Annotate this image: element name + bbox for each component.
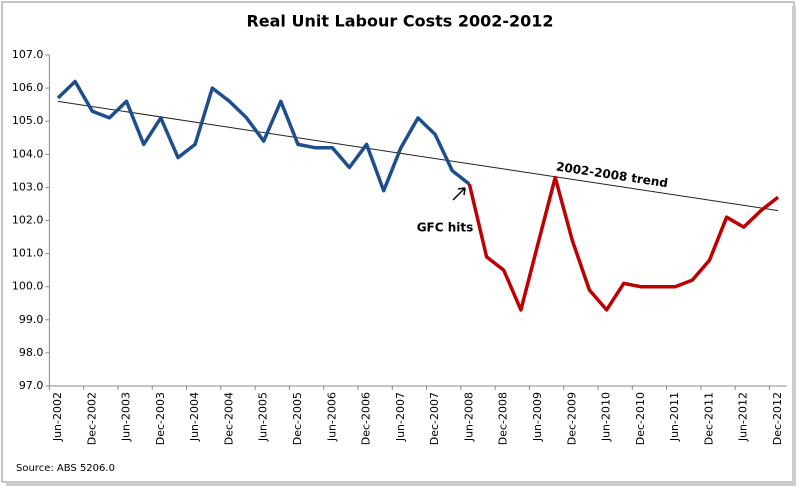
annotation-arrow bbox=[457, 187, 466, 196]
y-tick-label: 101.0 bbox=[12, 247, 44, 260]
y-tick-label: 104.0 bbox=[12, 147, 44, 160]
x-tick-label: Dec-2004 bbox=[222, 392, 235, 445]
series-line bbox=[467, 175, 780, 312]
x-tick-label: Dec-2010 bbox=[634, 392, 647, 445]
y-tick-label: 100.0 bbox=[12, 280, 44, 293]
y-tick-label: 103.0 bbox=[12, 180, 44, 193]
x-tick-label: Dec-2012 bbox=[771, 392, 784, 445]
y-tick-label: 106.0 bbox=[12, 81, 44, 94]
source-note: Source: ABS 5206.0 bbox=[16, 463, 115, 474]
x-tick-label: Dec-2005 bbox=[291, 392, 304, 445]
x-tick-label: Dec-2007 bbox=[428, 392, 441, 445]
x-tick-label: Dec-2003 bbox=[154, 392, 167, 445]
annotation-arrow bbox=[452, 187, 466, 201]
y-tick-label: 98.0 bbox=[19, 346, 44, 359]
x-tick-label: Dec-2008 bbox=[497, 392, 510, 445]
y-tick-label: 99.0 bbox=[19, 313, 44, 326]
x-tick-label: Dec-2009 bbox=[565, 392, 578, 445]
x-tick-label: Dec-2011 bbox=[702, 392, 715, 445]
x-tick-label: Jun-2012 bbox=[737, 392, 750, 442]
x-tick-label: Jun-2002 bbox=[51, 392, 64, 442]
x-tick-label: Jun-2007 bbox=[394, 392, 407, 442]
chart-title: Real Unit Labour Costs 2002-2012 bbox=[246, 12, 553, 31]
x-tick-label: Jun-2008 bbox=[462, 392, 475, 442]
x-tick-label: Jun-2004 bbox=[188, 392, 201, 442]
y-tick-label: 107.0 bbox=[12, 48, 44, 61]
series-line bbox=[56, 79, 471, 193]
x-tick-label: Jun-2011 bbox=[668, 392, 681, 442]
x-tick-label: Dec-2002 bbox=[85, 392, 98, 445]
x-tick-label: Dec-2006 bbox=[360, 392, 373, 445]
x-tick-label: Jun-2003 bbox=[120, 392, 133, 442]
annotation: GFC hits bbox=[417, 221, 474, 235]
y-tick-label: 105.0 bbox=[12, 114, 44, 127]
x-tick-label: Jun-2009 bbox=[531, 392, 544, 442]
y-tick-label: 102.0 bbox=[12, 214, 44, 227]
x-tick-label: Jun-2006 bbox=[325, 392, 338, 442]
y-tick-label: 97.0 bbox=[19, 379, 44, 392]
trend-line bbox=[57, 100, 779, 212]
x-tick-label: Jun-2005 bbox=[257, 392, 270, 442]
x-tick-label: Jun-2010 bbox=[600, 392, 613, 442]
